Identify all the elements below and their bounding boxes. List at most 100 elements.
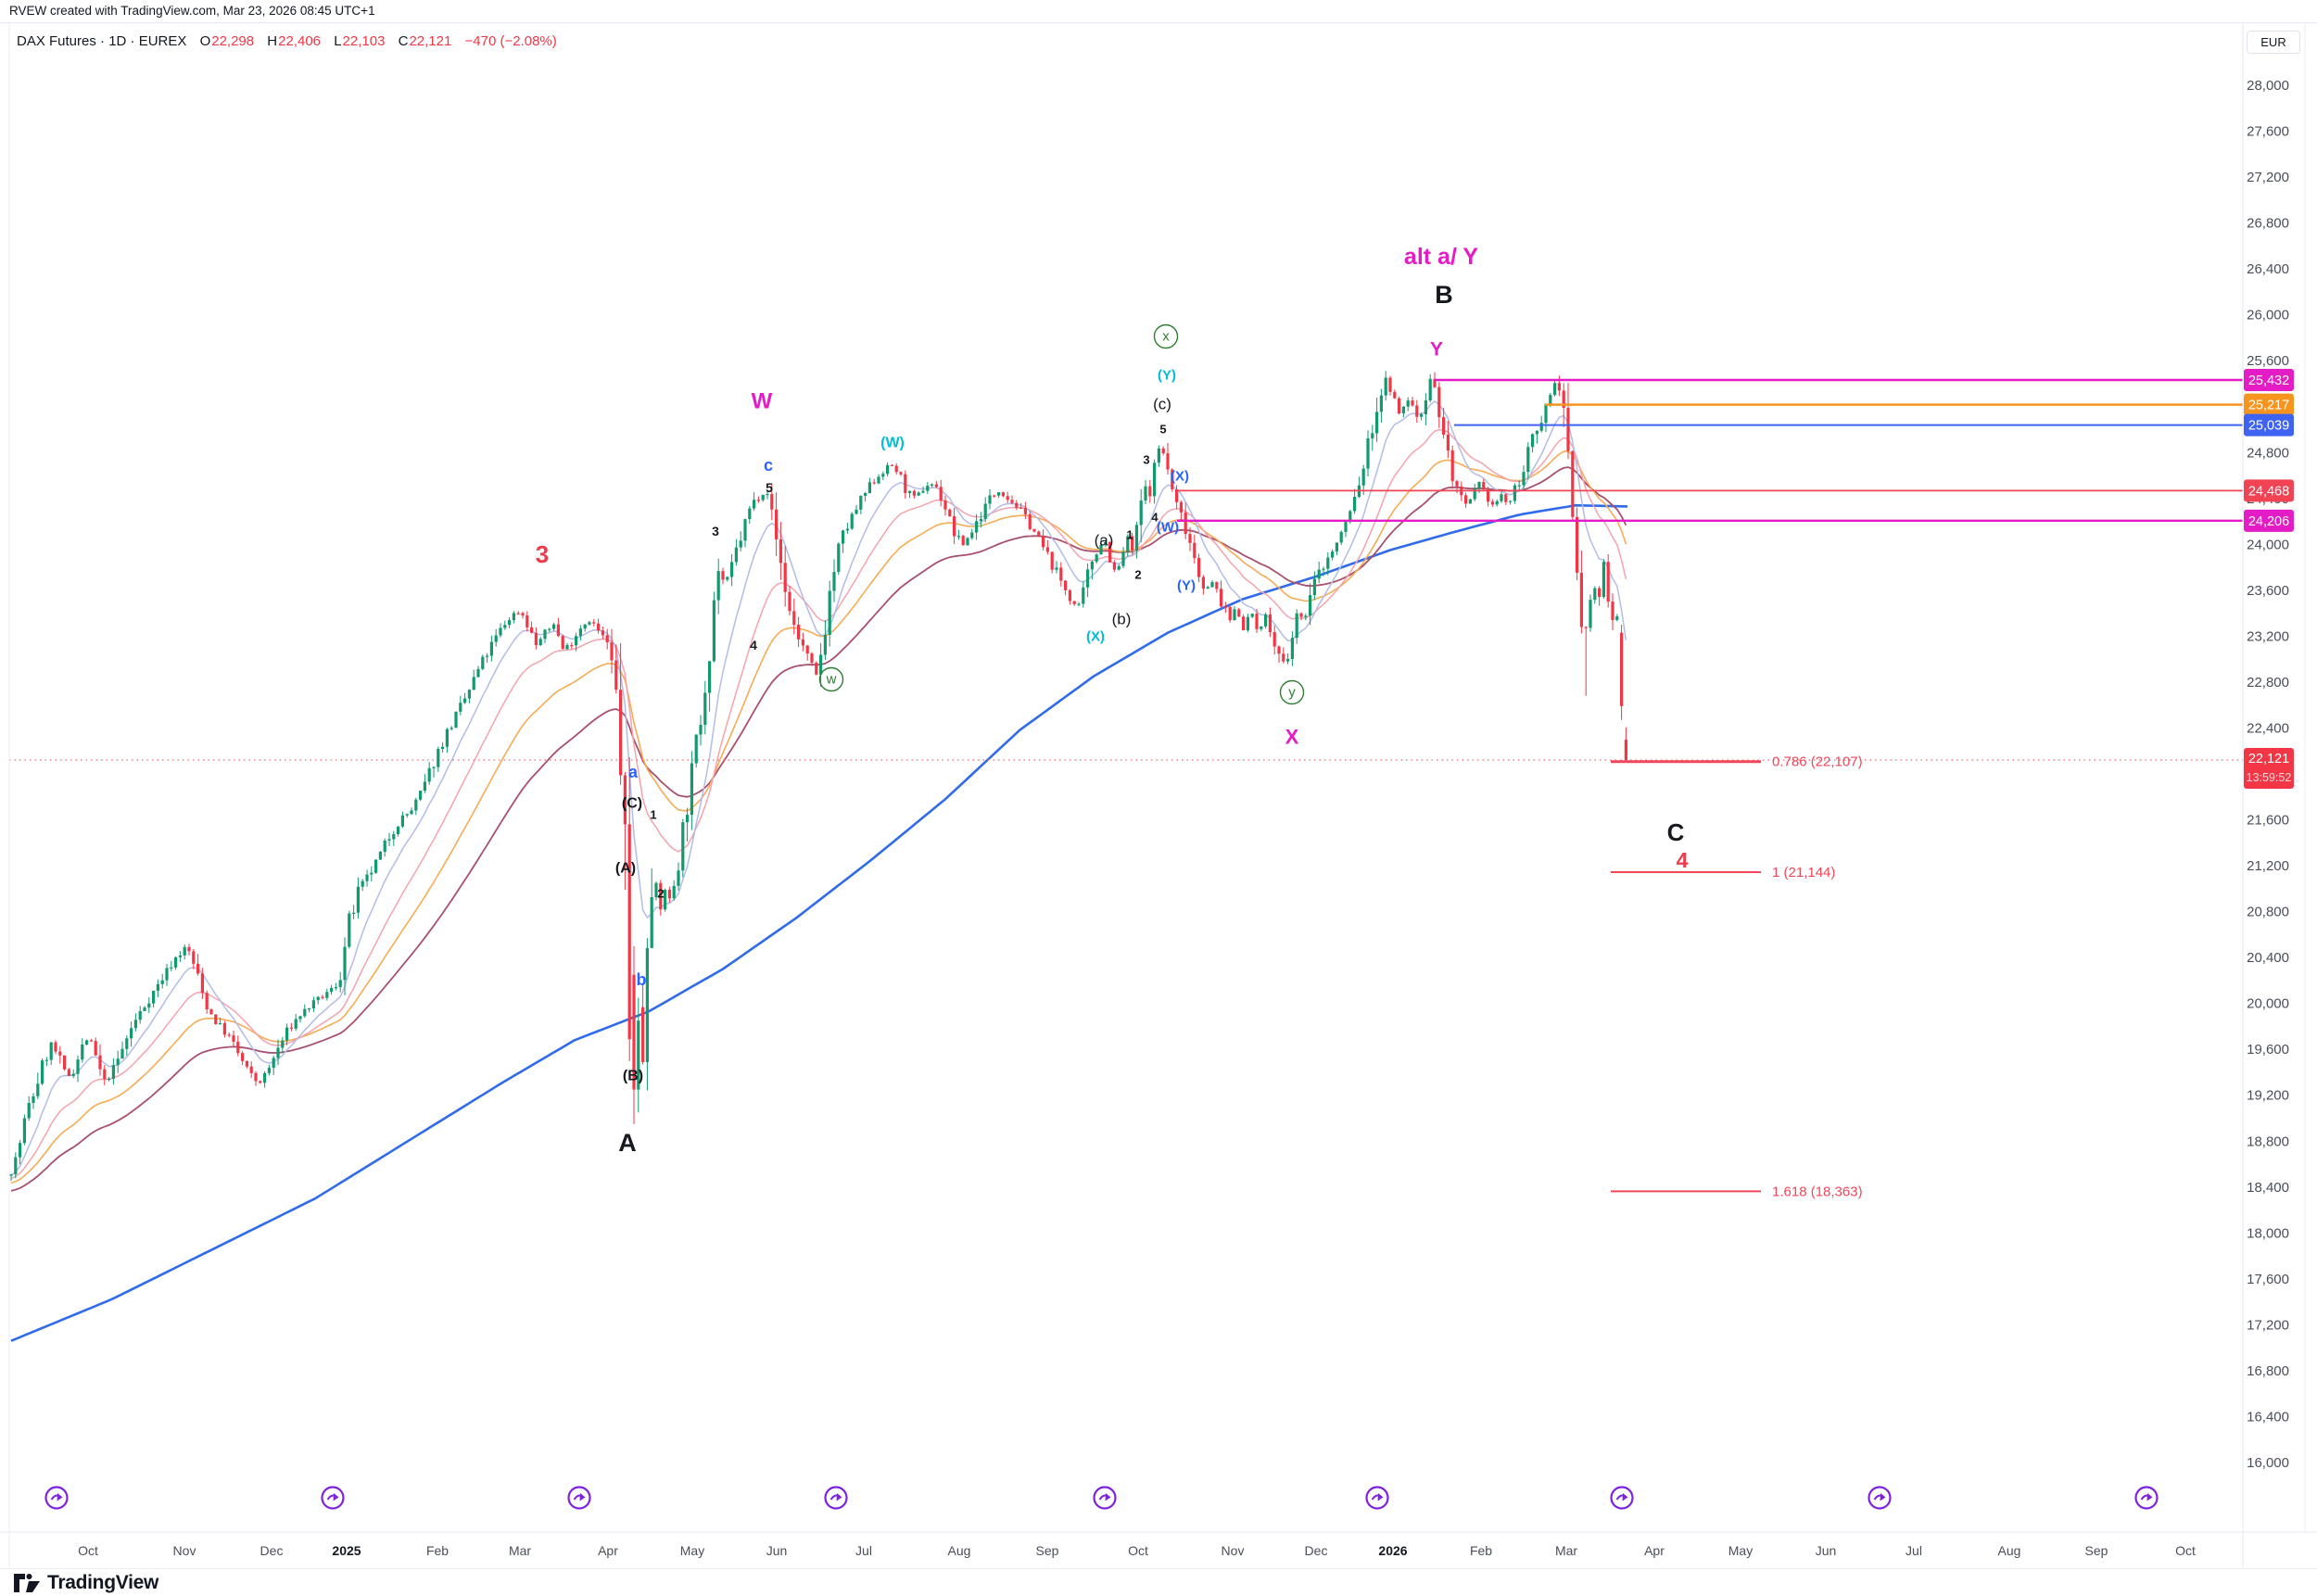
candle-body: [1477, 482, 1481, 489]
wave-label-X[interactable]: (X): [1171, 469, 1189, 485]
wave-label-1[interactable]: 1: [1126, 528, 1133, 542]
candle-body: [1272, 632, 1276, 647]
candle-body: [365, 874, 369, 881]
wave-label-y[interactable]: y: [1288, 685, 1296, 701]
tradingview-logo-icon[interactable]: [13, 1573, 41, 1593]
wave-label-Y[interactable]: Y: [1430, 339, 1443, 361]
wave-label-c[interactable]: (c): [1153, 396, 1171, 413]
candle-body: [654, 882, 658, 898]
price-tag-24206: [2244, 509, 2294, 532]
candle-body: [983, 503, 987, 519]
price-axis[interactable]: 28,000 27,600 27,200 26,800 26,400 26,000 25,6…: [2244, 78, 2294, 1471]
chart-pane[interactable]: 0.786 (22,107) 1 (21,144) 1.618 (18,363): [9, 371, 2243, 1342]
time-axis-label-Jul: Jul: [1906, 1543, 1922, 1558]
wave-label-Y[interactable]: (Y): [1177, 578, 1196, 594]
wave-label-W[interactable]: W: [752, 389, 773, 414]
wave-label-Y[interactable]: (Y): [1158, 368, 1176, 384]
candle-body: [823, 634, 827, 655]
wave-circle-y[interactable]: [1279, 679, 1305, 705]
candle-body: [1326, 557, 1330, 569]
wave-label-C[interactable]: (C): [622, 796, 642, 812]
wave-label-W[interactable]: (W): [1157, 520, 1179, 536]
candle-body: [788, 591, 791, 612]
wave-label-C[interactable]: C: [1667, 818, 1685, 846]
candle-body: [726, 576, 729, 580]
circled-arrow-icon[interactable]: [1365, 1486, 1389, 1510]
candle-body: [525, 614, 529, 627]
wave-label-4[interactable]: 4: [750, 638, 757, 652]
wave-label-w[interactable]: w: [826, 672, 837, 688]
wave-label-x[interactable]: x: [1162, 329, 1170, 345]
wave-label-B[interactable]: (B): [623, 1069, 643, 1084]
wave-label-A[interactable]: (A): [615, 861, 636, 877]
wave-label-4[interactable]: 4: [1151, 511, 1158, 525]
candle-body: [699, 725, 703, 735]
time-axis-label-2026: 2026: [1378, 1543, 1407, 1558]
wave-label-3[interactable]: 3: [1143, 453, 1149, 467]
circled-arrow-icon[interactable]: [2134, 1486, 2159, 1510]
time-axis-label-May: May: [1728, 1543, 1753, 1558]
tradingview-wordmark[interactable]: TradingView: [47, 1571, 159, 1593]
time-axis[interactable]: Oct Nov Dec 2025 Feb Mar Apr May Jun Jul Aug Sep Oct…: [78, 1543, 2196, 1558]
candle-body: [1215, 582, 1219, 589]
candle-body: [19, 1143, 22, 1158]
currency-toggle-button[interactable]: EUR: [2247, 31, 2300, 54]
wave-label-3[interactable]: 3: [712, 524, 719, 538]
candle-body: [263, 1072, 267, 1083]
candle-body: [1032, 528, 1036, 532]
circled-arrow-icon[interactable]: [567, 1486, 591, 1510]
symbol-legend[interactable]: DAX Futures · 1D · EUREX O22,298 H22,406…: [17, 33, 557, 49]
wave-label-A[interactable]: A: [618, 1129, 637, 1157]
price-tag-25217: [2244, 393, 2294, 416]
wave-label-W[interactable]: (W): [880, 436, 905, 451]
wave-label-B[interactable]: B: [1435, 281, 1453, 309]
wave-label-X[interactable]: (X): [1086, 629, 1105, 645]
wave-label-X[interactable]: X: [1285, 726, 1299, 749]
wave-label-c[interactable]: c: [764, 456, 773, 475]
candle-body: [298, 1016, 302, 1020]
wave-circle-w[interactable]: [818, 666, 844, 692]
symbol-title[interactable]: DAX Futures · 1D · EUREX: [17, 33, 187, 49]
wave-label-a[interactable]: (a): [1095, 532, 1114, 550]
candle-body: [1015, 502, 1019, 508]
candle-body: [672, 885, 676, 899]
wave-label-altaY[interactable]: alt a/ Y: [1404, 244, 1478, 270]
circled-arrow-icon[interactable]: [321, 1486, 345, 1510]
candle-body: [1042, 536, 1045, 548]
price-tick-label: 20,000: [2247, 996, 2289, 1012]
candle-body: [1322, 568, 1325, 570]
candle-body: [1277, 646, 1281, 654]
wave-label-2[interactable]: 2: [1134, 568, 1141, 582]
low-label: L: [334, 33, 342, 49]
wave-label-3[interactable]: 3: [536, 540, 549, 568]
circled-arrow-icon[interactable]: [44, 1486, 69, 1510]
price-tick-label: 18,800: [2247, 1134, 2289, 1149]
circled-arrow-icon[interactable]: [1093, 1486, 1117, 1510]
circled-arrow-icon[interactable]: [824, 1486, 848, 1510]
marker-circle: [321, 1486, 345, 1510]
wave-label-b[interactable]: b: [637, 970, 647, 989]
wave-circle-x[interactable]: [1153, 323, 1179, 349]
wave-label-5[interactable]: 5: [766, 480, 773, 495]
wave-label-4[interactable]: 4: [1677, 848, 1689, 872]
candle-body: [592, 622, 596, 624]
time-axis-label-Sep: Sep: [1036, 1543, 1059, 1558]
wave-label-2[interactable]: 2: [657, 887, 664, 901]
circled-arrow-icon[interactable]: [1610, 1486, 1634, 1510]
candle-body: [601, 630, 604, 636]
wave-label-b[interactable]: (b): [1112, 611, 1132, 628]
circled-arrow-icon[interactable]: [1868, 1486, 1892, 1510]
candle-body: [521, 613, 525, 615]
candle-body: [108, 1078, 111, 1081]
price-tag-text: 25,039: [2248, 419, 2289, 434]
candle-body: [939, 487, 943, 500]
candle-body: [1398, 398, 1401, 414]
wave-label-5[interactable]: 5: [1159, 423, 1166, 437]
wave-label-1[interactable]: 1: [650, 808, 656, 822]
marker-arrow-head: [2146, 1493, 2153, 1501]
candle-body: [76, 1059, 80, 1074]
wave-label-a[interactable]: a: [628, 763, 639, 781]
candle-body: [632, 974, 636, 1090]
candle-body: [49, 1042, 53, 1060]
